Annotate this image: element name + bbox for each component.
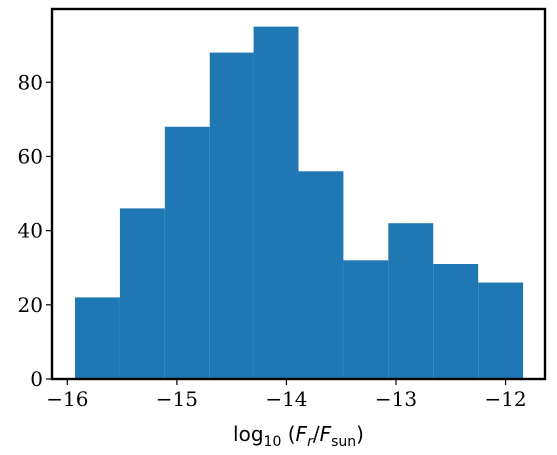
x-axis-label-slash: / [313,422,320,446]
x-axis-label: log10 (Fr/Fsun) [233,422,364,450]
histogram-bar-4 [253,26,299,379]
histogram-bar-1 [119,208,165,379]
y-tick-label-1: 20 [18,293,43,317]
plot-frame [50,7,547,381]
x-tick-label-3: −13 [375,387,417,411]
y-tick-label-0: 0 [30,367,43,391]
x-axis-label-denominator: F [320,422,332,446]
histogram-bar-3 [209,52,254,380]
y-axis-ticks: 0 20 40 60 80 [18,70,52,391]
x-axis-label-prefix: log [233,422,264,446]
x-axis-label-numerator: F [296,422,308,446]
y-tick-label-2: 40 [18,219,43,243]
x-axis-label-denominator-sub: sun [331,434,356,450]
x-tick-label-0: −16 [46,387,88,411]
x-axis-label-numerator-sub: r [307,434,314,450]
x-axis-ticks: −16 −15 −14 −13 −12 [46,379,527,411]
histogram-bar-7 [388,223,434,379]
x-tick-label-2: −14 [265,387,307,411]
y-tick-label-3: 60 [18,144,43,168]
histogram-bar-9 [478,282,524,379]
y-tick-label-4: 80 [18,70,43,94]
x-axis-label-subscript: 10 [264,434,282,450]
histogram-bar-5 [298,171,344,379]
histogram-bar-2 [164,126,210,379]
x-axis-label-open: ( [281,422,295,446]
x-tick-label-4: −12 [484,387,526,411]
histogram-bar-8 [433,264,479,379]
histogram-bar-0 [75,297,120,379]
histogram-bar-6 [343,260,389,379]
x-axis-label-close: ) [356,422,364,446]
x-tick-label-1: −15 [156,387,198,411]
bars-layer [75,26,524,380]
